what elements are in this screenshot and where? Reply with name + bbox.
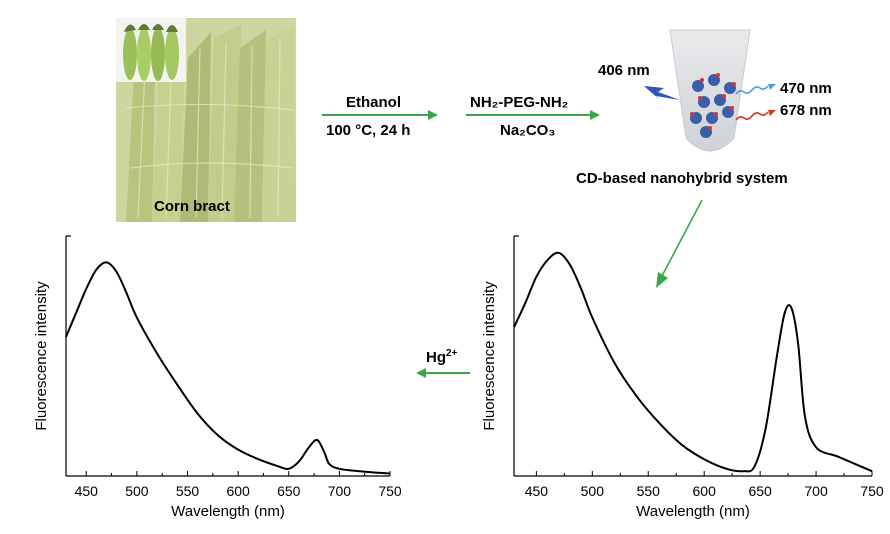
nanohybrid-caption: CD-based nanohybrid system xyxy=(576,170,788,187)
right-spectrum-chart: 450 500 550 600 650 700 750 Wavelength (nm) Fluo… xyxy=(481,235,884,520)
x-tick-label-750: 750 xyxy=(378,483,402,499)
x-tick-label-700: 700 xyxy=(328,483,352,499)
x-tick-label-550: 550 xyxy=(176,483,200,499)
nanohybrid-tube xyxy=(644,29,776,152)
corn-bract-caption: Corn bract xyxy=(154,198,230,215)
step1-top-label: Ethanol xyxy=(346,94,401,111)
y-axis-title: Fluorescence intensity xyxy=(481,281,498,431)
hg-symbol: Hg xyxy=(426,349,446,366)
step2-top-label: NH₂-PEG-NH₂ xyxy=(470,94,569,111)
x-tick-label-700: 700 xyxy=(804,483,828,499)
step1-arrow xyxy=(322,110,438,120)
step1-bottom-label: 100 °C, 24 h xyxy=(326,122,411,139)
hg-reagent-label: Hg2+ xyxy=(426,348,457,366)
x-axis-title: Wavelength (nm) xyxy=(636,503,750,520)
excitation-wavelength: 406 nm xyxy=(598,62,650,79)
x-tick-label-500: 500 xyxy=(581,483,605,499)
step2-bottom-label: Na₂CO₃ xyxy=(500,122,556,139)
hg-arrow xyxy=(416,368,470,378)
diagonal-arrow xyxy=(656,199,703,288)
spectrum-line-0 xyxy=(65,261,391,475)
x-tick-label-600: 600 xyxy=(226,483,250,499)
hg-charge: 2+ xyxy=(446,348,458,359)
corn-bract-image xyxy=(116,18,296,222)
blue-emission-wavelength: 470 nm xyxy=(780,80,832,97)
x-tick-label-650: 650 xyxy=(748,483,772,499)
x-tick-label-450: 450 xyxy=(525,483,549,499)
x-tick-label-450: 450 xyxy=(75,483,99,499)
x-tick-label-600: 600 xyxy=(693,483,717,499)
x-tick-label-750: 750 xyxy=(860,483,884,499)
x-tick-label-550: 550 xyxy=(637,483,661,499)
corn-bract-photo: Corn bract xyxy=(116,18,296,222)
left-spectrum-chart: 450 500 550 600 650 700 750 Wavelength (nm) Fluo… xyxy=(33,235,402,520)
x-axis-title: Wavelength (nm) xyxy=(171,503,285,520)
y-axis-title: Fluorescence intensity xyxy=(33,281,50,431)
step2-arrow xyxy=(466,110,600,120)
x-tick-label-650: 650 xyxy=(277,483,301,499)
x-tick-label-500: 500 xyxy=(125,483,149,499)
red-emission-wavelength: 678 nm xyxy=(780,102,832,119)
spectrum-line-0 xyxy=(513,251,873,473)
